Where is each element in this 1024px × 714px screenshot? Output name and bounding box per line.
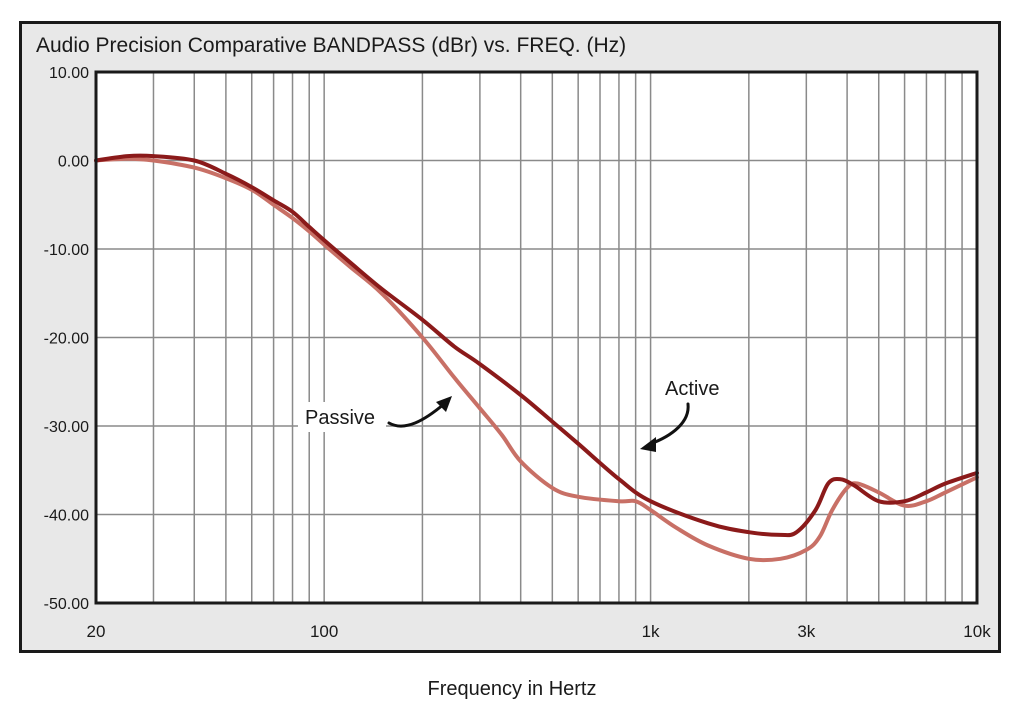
series-group xyxy=(94,153,979,563)
y-tick-label: -10.00 xyxy=(44,242,89,259)
x-tick-label: 3k xyxy=(797,622,815,641)
active-arrowhead-icon xyxy=(640,437,656,452)
passive-arrowhead-icon xyxy=(436,396,452,412)
chart-title: Audio Precision Comparative BANDPASS (dB… xyxy=(36,34,627,57)
x-tick-labels: 20 100 1k 3k 10k xyxy=(87,622,992,641)
y-tick-label: 10.00 xyxy=(49,65,89,82)
x-tick-label: 100 xyxy=(310,622,338,641)
x-tick-label: 1k xyxy=(642,622,660,641)
y-tick-label: -40.00 xyxy=(44,508,89,525)
y-tick-label: -20.00 xyxy=(44,331,89,348)
y-tick-labels: 10.00 0.00 -10.00 -20.00 -30.00 -40.00 -50.00 xyxy=(44,65,89,613)
series-line-active xyxy=(94,153,979,538)
x-tick-label: 10k xyxy=(963,622,991,641)
annotation-passive: Passive xyxy=(305,407,375,429)
x-tick-label: 20 xyxy=(87,622,106,641)
series-line-passive xyxy=(94,156,979,563)
y-tick-label: -30.00 xyxy=(44,419,89,436)
x-axis-label: Frequency in Hertz xyxy=(427,678,597,700)
passive-label-bg xyxy=(298,402,386,432)
y-tick-label: 0.00 xyxy=(58,154,89,171)
active-label-bg xyxy=(659,373,739,403)
passive-arrow-icon xyxy=(387,402,446,428)
annotation-active: Active xyxy=(665,378,719,400)
y-tick-label: -50.00 xyxy=(44,596,89,613)
plot-border xyxy=(94,70,979,605)
